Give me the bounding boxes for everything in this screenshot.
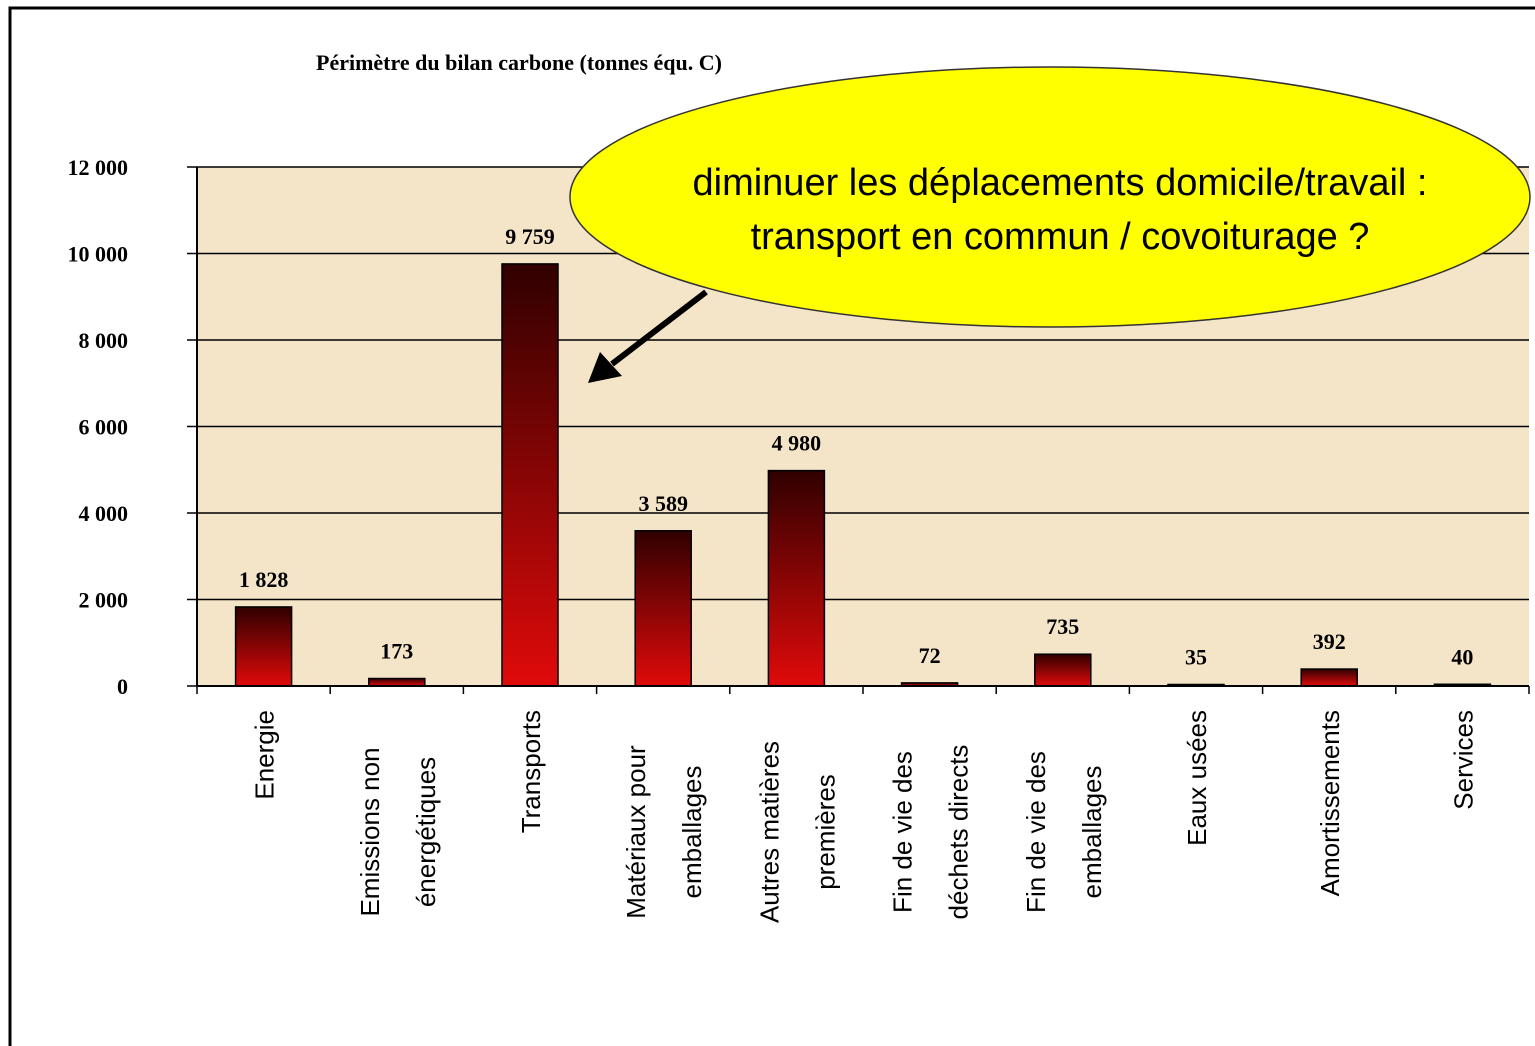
- bar: [1034, 653, 1092, 687]
- value-label: 72: [919, 643, 941, 668]
- value-label: 40: [1451, 644, 1473, 669]
- arrow: [610, 289, 708, 367]
- y-tick-label: 2 000: [79, 588, 129, 613]
- y-tick-label: 4 000: [79, 501, 129, 526]
- x-tick-label: Eaux usées: [1182, 710, 1212, 846]
- y-tick-label: 8 000: [79, 328, 129, 353]
- x-tick-label: Fin de vie des: [888, 751, 918, 913]
- bar: [368, 677, 426, 687]
- x-tick-label: Services: [1448, 710, 1478, 810]
- bar: [234, 606, 293, 687]
- x-tick-label: déchets directs: [944, 745, 974, 920]
- value-label: 3 589: [638, 491, 688, 516]
- bar: [1300, 668, 1358, 687]
- y-tick-label: 0: [117, 674, 128, 699]
- annotation: diminuer les déplacements domicile/trava…: [693, 162, 1428, 204]
- y-tick-label: 6 000: [79, 415, 129, 440]
- value-label: 4 980: [772, 431, 822, 456]
- arrow-head: [588, 352, 622, 383]
- value-label: 392: [1313, 629, 1346, 654]
- value-label: 735: [1046, 614, 1079, 639]
- x-tick-label: Amortissements: [1315, 710, 1345, 896]
- value-label: 1 828: [239, 567, 289, 592]
- x-tick-label: emballages: [1077, 766, 1107, 899]
- x-tick-label: Transports: [516, 710, 546, 833]
- value-label: 35: [1185, 644, 1207, 669]
- x-tick-label: premières: [810, 774, 840, 890]
- y-tick-label: 10 000: [68, 242, 129, 267]
- x-tick-label: Energie: [250, 710, 280, 800]
- value-label: 9 759: [505, 224, 555, 249]
- x-tick-label: Emissions non: [355, 747, 385, 916]
- value-label: 173: [380, 639, 413, 664]
- x-tick-label: Fin de vie des: [1021, 751, 1051, 913]
- bar: [501, 263, 559, 687]
- callout: [569, 66, 1531, 328]
- y-tick-label: 12 000: [68, 155, 129, 180]
- bar: [634, 530, 692, 687]
- x-tick-label: énergétiques: [411, 757, 441, 907]
- x-tick-label: Matériaux pour: [621, 745, 651, 919]
- x-tick-label: emballages: [677, 766, 707, 899]
- bar: [767, 469, 826, 687]
- chart-title: Périmètre du bilan carbone (tonnes équ. …: [316, 50, 722, 75]
- annotation: transport en commun / covoiturage ?: [751, 216, 1370, 258]
- x-tick-label: Autres matières: [754, 741, 784, 923]
